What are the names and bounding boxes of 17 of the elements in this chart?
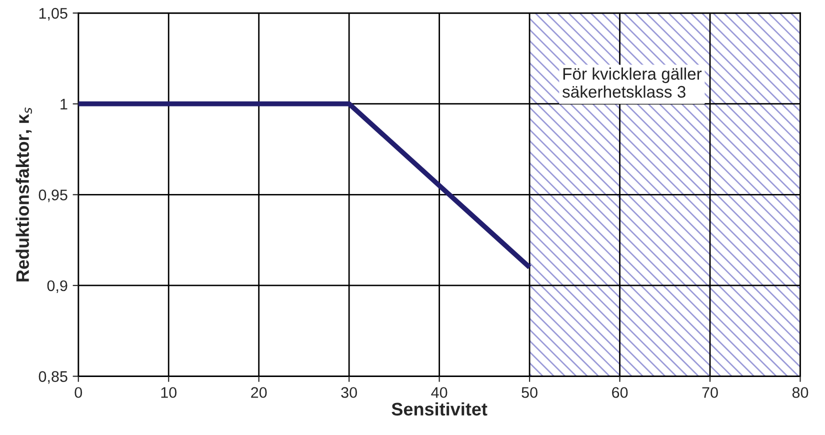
y-tick-label: 0,85 <box>38 371 68 384</box>
x-tick-label: 10 <box>161 387 177 398</box>
y-tick-label: 0,95 <box>38 190 68 202</box>
annotation: För kvicklera gäller säkerhetsklass 3 <box>562 68 702 98</box>
x-tick-label: 50 <box>522 387 538 398</box>
x-tick-label: 30 <box>341 387 357 398</box>
x-tick-label: 0 <box>74 387 82 398</box>
y-tick-label: 1,05 <box>39 8 68 21</box>
y-tick-label: 1 <box>60 98 68 110</box>
y-axis-title: Reduktionsfaktor, κ$_{s}$ <box>16 108 32 282</box>
x-tick-label: 70 <box>702 387 718 398</box>
y-tick-label: 0,9 <box>47 280 68 293</box>
x-tick-label: 80 <box>792 387 808 398</box>
x-axis-title: Sensitivitet <box>392 402 488 416</box>
x-tick-label: 20 <box>251 387 267 398</box>
x-tick-label: 60 <box>612 387 628 398</box>
x-tick-label: 40 <box>431 387 448 398</box>
